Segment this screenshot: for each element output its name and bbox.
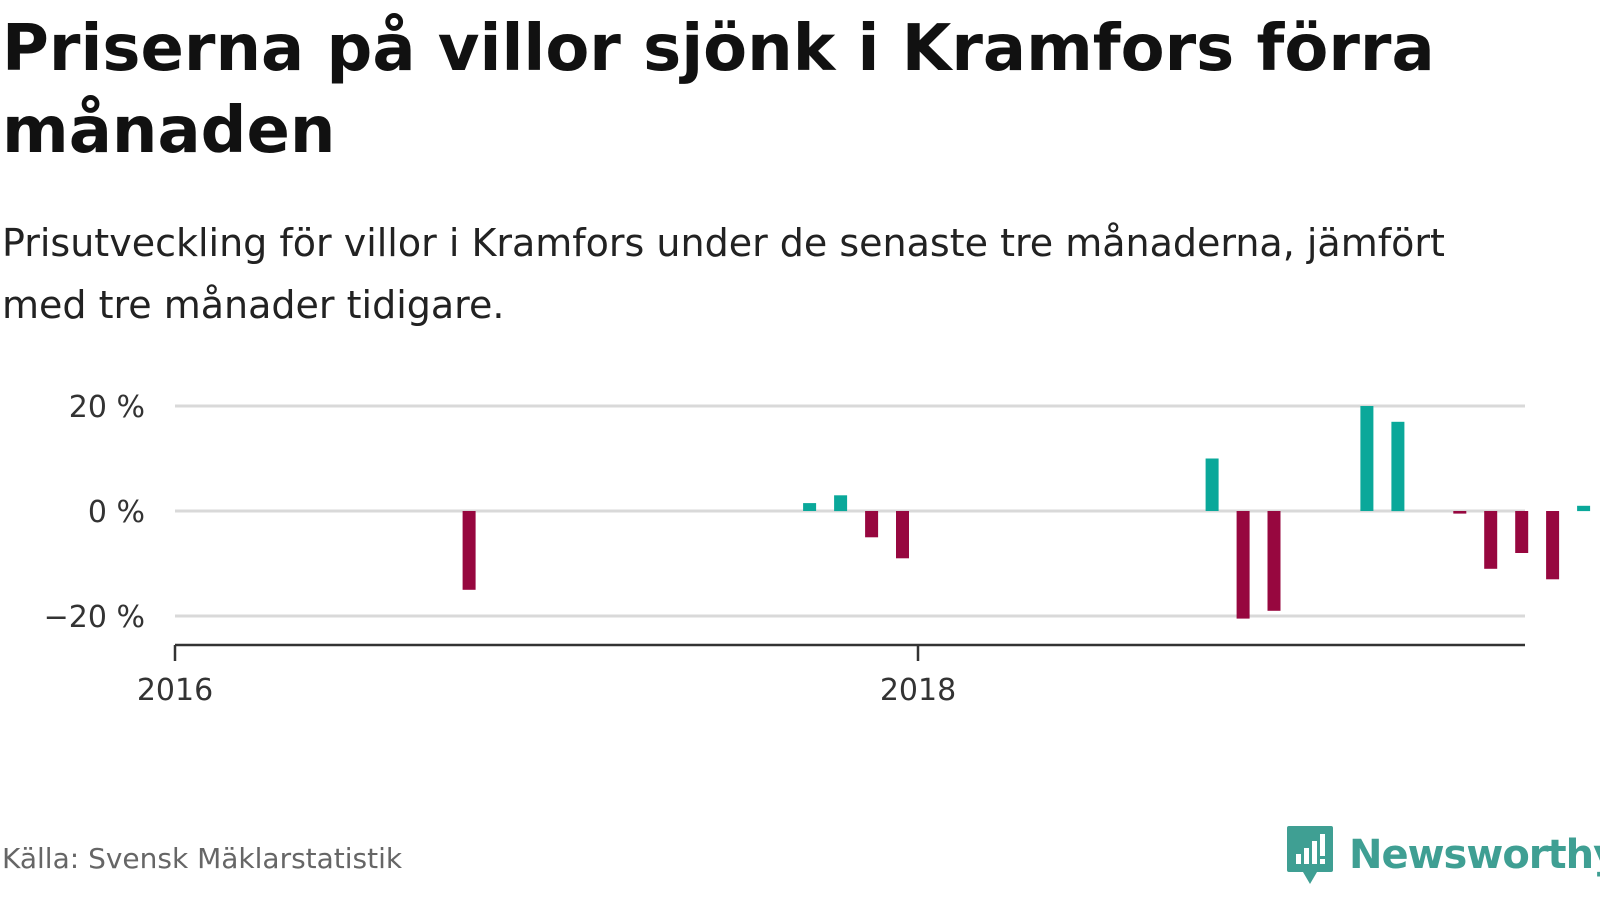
x-axis — [173, 643, 1525, 661]
bar — [1515, 511, 1529, 553]
brand-name: Newsworthy — [1349, 832, 1600, 878]
bar — [896, 511, 909, 559]
y-tick-label: −20 % — [44, 600, 145, 635]
y-tick-label: 0 % — [88, 495, 145, 530]
bar — [803, 503, 817, 511]
bar — [1360, 406, 1374, 511]
brand-logo: Newsworthy — [1285, 822, 1600, 888]
bar — [1391, 421, 1405, 512]
bar — [865, 511, 879, 538]
bar — [1577, 505, 1591, 512]
bar — [1453, 511, 1467, 514]
x-tick-label: 2018 — [880, 673, 956, 708]
source-note: Källa: Svensk Mäklarstatistik — [2, 842, 403, 875]
axis-labels: 20 %0 %−20 %2016201820202022−6 % — [44, 390, 957, 708]
bars — [462, 406, 1591, 619]
bar — [1484, 511, 1498, 569]
y-tick-label: 20 % — [69, 390, 145, 425]
bar — [1205, 458, 1219, 511]
bar — [1236, 511, 1250, 619]
bar — [1267, 511, 1281, 611]
grid-lines — [175, 404, 1525, 618]
bar — [1546, 511, 1560, 580]
chart-title: Priserna på villor sjönk i Kramfors förr… — [2, 12, 1435, 168]
x-tick-label: 2016 — [137, 673, 213, 708]
newsworthy-logo-icon — [1287, 826, 1333, 884]
bar — [834, 495, 848, 512]
bar-chart: 20 %0 %−20 %2016201820202022−6 % — [44, 390, 1591, 708]
bar — [462, 511, 476, 590]
chart-subtitle: Prisutveckling för villor i Kramfors und… — [2, 221, 1445, 327]
